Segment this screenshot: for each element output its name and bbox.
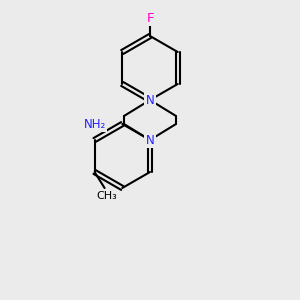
Text: NH₂: NH₂: [84, 118, 106, 130]
Text: F: F: [146, 11, 154, 25]
Text: CH₃: CH₃: [96, 191, 117, 201]
Text: N: N: [146, 134, 154, 146]
Text: N: N: [146, 94, 154, 106]
